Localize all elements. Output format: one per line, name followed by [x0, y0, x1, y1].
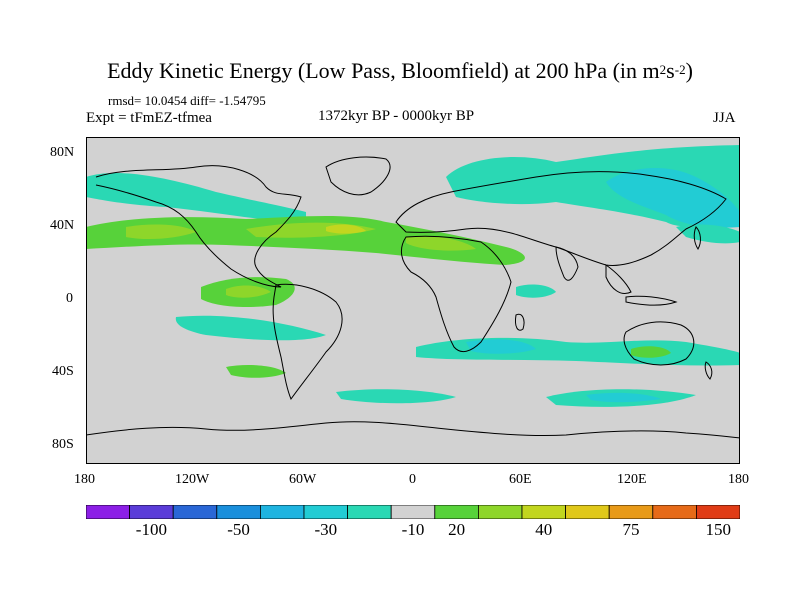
anomaly-southern-ocean-negative-core: [586, 392, 661, 403]
x-tick-120w: 120W: [175, 472, 210, 487]
stats-text: rmsd= 10.0454 diff= -1.54795: [108, 93, 266, 108]
period-label: 1372kyr BP - 0000kyr BP: [318, 108, 475, 124]
x-tick-180-right: 180: [728, 472, 749, 487]
colorbar-box-3: [216, 505, 261, 519]
coastlines: [86, 156, 740, 439]
coast-africa: [400, 235, 512, 353]
anomaly-contours: [86, 145, 740, 407]
colorbar-box-1: [129, 505, 174, 519]
anomaly-south-america-positive: [226, 365, 286, 378]
colorbar-box-10: [521, 505, 566, 519]
x-tick-60w: 60W: [289, 472, 317, 487]
anomaly-jet-peak: [326, 224, 366, 234]
colorbar-label: 75: [622, 520, 640, 539]
colorbar-box-0: [86, 505, 130, 519]
season-label: JJA: [713, 110, 736, 126]
anomaly-subtropical-jet-core: [126, 222, 476, 251]
colorbar-box-14: [696, 505, 740, 519]
coast-australia: [623, 321, 695, 366]
map-plot: [86, 137, 740, 464]
coast-japan: [693, 226, 701, 250]
anomaly-southern-ocean-negative-1: [336, 389, 456, 404]
colorbar-box-4: [259, 505, 305, 519]
colorbar-label: 150: [705, 520, 731, 539]
colorbar-label: -50: [227, 520, 250, 539]
coast-south-america: [272, 283, 343, 401]
colorbar-box-9: [477, 505, 523, 519]
colorbar-label: 20: [448, 520, 466, 539]
y-tick-0: 0: [66, 291, 73, 306]
colorbar-label: -10: [401, 520, 425, 539]
anomaly-west-pacific-negative: [676, 224, 740, 244]
anomaly-australia-positive: [631, 346, 671, 358]
coast-southeast-asia: [605, 264, 632, 294]
coast-new-zealand: [704, 361, 713, 380]
y-tick-80n: 80N: [50, 145, 75, 160]
coast-indonesia: [625, 295, 678, 306]
coast-antarctica: [86, 421, 740, 439]
colorbar-box-6: [347, 505, 392, 519]
colorbar-label: -30: [314, 520, 338, 539]
coast-north-america: [95, 165, 302, 288]
colorbar-label: 40: [535, 520, 553, 539]
x-tick-0: 0: [409, 472, 416, 487]
coast-eurasia: [395, 171, 727, 266]
x-tick-60e: 60E: [509, 472, 532, 487]
colorbar: [86, 505, 740, 519]
x-tick-180-left: 180: [74, 472, 95, 487]
map-title: Eddy Kinetic Energy (Low Pass, Bloomfiel…: [107, 58, 693, 83]
map-frame: [86, 137, 740, 464]
colorbar-box-5: [303, 505, 348, 519]
coast-madagascar: [515, 313, 525, 331]
coast-greenland: [325, 156, 391, 196]
y-tick-80s: 80S: [52, 437, 74, 452]
y-tick-40s: 40S: [52, 364, 74, 379]
anomaly-arctic-negative-mid: [606, 167, 740, 228]
colorbar-box-2: [172, 505, 218, 519]
colorbar-box-13: [652, 505, 697, 519]
colorbar-label: -100: [135, 520, 167, 539]
anomaly-south-indian-negative-mid: [466, 339, 536, 354]
colorbar-box-12: [608, 505, 654, 519]
anomaly-north-pacific-negative: [86, 172, 306, 222]
anomaly-south-pacific-negative: [175, 315, 326, 341]
colorbar-box-8: [434, 505, 479, 519]
anomaly-indian-ocean-negative: [516, 284, 556, 298]
colorbar-box-11: [565, 505, 610, 519]
colorbar-box-7: [390, 505, 436, 519]
y-tick-40n: 40N: [50, 218, 75, 233]
experiment-label: Expt = tFmEZ-tfmea: [86, 110, 212, 126]
anomaly-equatorial-positive-core: [226, 285, 271, 298]
anomaly-subtropical-jet-positive: [86, 215, 525, 265]
coast-india: [555, 246, 579, 281]
x-tick-120e: 120E: [617, 472, 647, 487]
